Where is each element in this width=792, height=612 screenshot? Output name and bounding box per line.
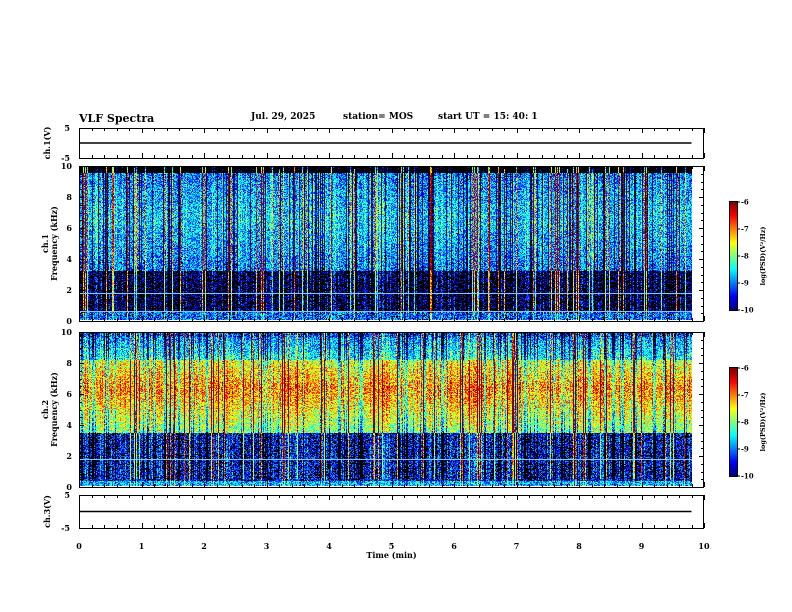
- figure-title: VLF Spectra: [79, 112, 155, 125]
- ch1-voltage-ylabel: ch.1(V): [42, 126, 52, 159]
- ch1-colorbar-label: log(PSD)(V²/Hz): [759, 227, 767, 286]
- colorbar-tick-label: -9: [741, 279, 749, 288]
- x-tick-label: 6: [451, 541, 457, 551]
- x-tick-label: 4: [326, 541, 332, 551]
- colorbar-tick-label: -6: [741, 198, 749, 207]
- y-tick-label: 10: [61, 161, 73, 171]
- colorbar-tick-label: -7: [741, 391, 749, 400]
- colorbar-tick-label: -8: [741, 252, 749, 261]
- colorbar-tick-label: -10: [741, 306, 754, 315]
- y-tick-label: 4: [66, 254, 72, 264]
- ch2-spectrogram: [79, 332, 693, 486]
- x-tick-label: 10: [698, 541, 710, 551]
- colorbar-tick-label: -7: [741, 225, 749, 234]
- ch2-ylabel: ch.2Frequency (kHz): [40, 372, 59, 447]
- ch3-voltage-ylabel: ch.3(V): [42, 495, 52, 528]
- y-tick-label: 8: [66, 192, 72, 202]
- colorbar-tick-label: -6: [741, 364, 749, 373]
- y-tick-label: 2: [66, 285, 72, 295]
- panel-frame: [79, 166, 704, 322]
- station-label: station= MOS: [343, 112, 414, 122]
- y-tick-label: 2: [66, 451, 72, 461]
- ch2-colorbar: [730, 368, 737, 476]
- start-time-label: start UT = 15: 40: 1: [438, 112, 538, 122]
- ch1-spectrogram: [79, 166, 693, 320]
- y-tick-label: 4: [66, 420, 72, 430]
- y-tick-label: 0: [66, 316, 72, 326]
- x-tick-label: 7: [514, 541, 520, 551]
- y-tick-label: 5: [64, 490, 70, 500]
- colorbar-tick-label: -9: [741, 445, 749, 454]
- ch1-colorbar-frame: [729, 201, 738, 311]
- y-tick-label: 8: [66, 358, 72, 368]
- ch2-colorbar-label: log(PSD)(V²/Hz): [759, 393, 767, 452]
- panel-frame: [79, 332, 704, 488]
- x-tick-label: 5: [389, 541, 395, 551]
- y-tick-label: 5: [64, 123, 70, 133]
- colorbar-tick-label: -8: [741, 418, 749, 427]
- x-tick-label: 0: [76, 541, 82, 551]
- y-tick-label: 0: [66, 482, 72, 492]
- x-axis-label: Time (min): [366, 550, 416, 560]
- ch1-ylabel: ch.1Frequency (kHz): [40, 206, 59, 281]
- ch1-colorbar: [730, 202, 737, 310]
- y-tick-label: 6: [66, 389, 72, 399]
- x-tick-label: 9: [639, 541, 645, 551]
- x-tick-label: 3: [264, 541, 270, 551]
- x-tick-label: 2: [201, 541, 207, 551]
- x-tick-label: 1: [139, 541, 145, 551]
- y-tick-label: 6: [66, 223, 72, 233]
- date-label: Jul. 29, 2025: [251, 112, 316, 122]
- y-tick-label: -5: [61, 153, 70, 163]
- x-tick-label: 8: [576, 541, 582, 551]
- y-tick-label: 10: [61, 327, 73, 337]
- y-tick-label: -5: [61, 523, 70, 533]
- colorbar-tick-label: -10: [741, 472, 754, 481]
- ch2-colorbar-frame: [729, 367, 738, 477]
